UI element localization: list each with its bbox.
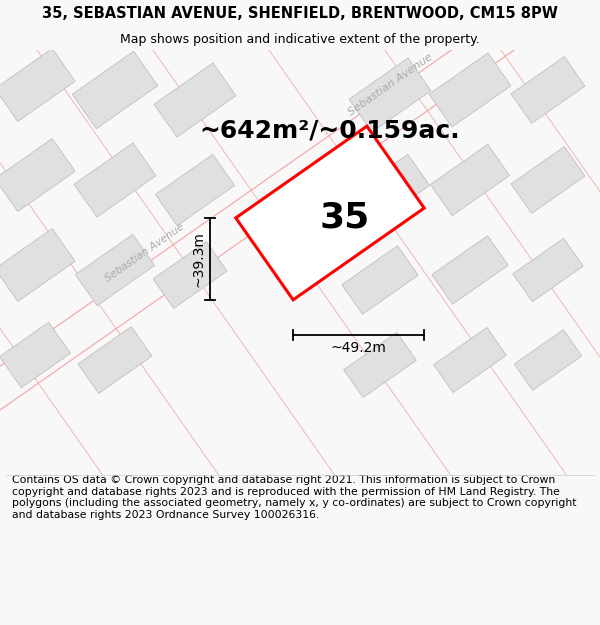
Polygon shape [511, 147, 585, 213]
Polygon shape [0, 139, 75, 211]
Polygon shape [78, 327, 152, 393]
Text: Contains OS data © Crown copyright and database right 2021. This information is : Contains OS data © Crown copyright and d… [12, 475, 577, 520]
Polygon shape [513, 238, 583, 302]
Text: 35: 35 [320, 201, 370, 235]
Polygon shape [155, 154, 235, 226]
Polygon shape [0, 49, 75, 121]
Polygon shape [342, 246, 418, 314]
Text: ~49.2m: ~49.2m [331, 341, 386, 355]
Polygon shape [153, 242, 227, 308]
Text: Sebastian Avenue: Sebastian Avenue [346, 52, 434, 118]
Polygon shape [76, 234, 155, 306]
Polygon shape [344, 332, 416, 398]
Polygon shape [350, 154, 430, 226]
Polygon shape [0, 229, 75, 301]
Polygon shape [430, 144, 509, 216]
Polygon shape [0, 322, 70, 388]
Polygon shape [72, 51, 158, 129]
Polygon shape [511, 57, 585, 123]
Polygon shape [236, 126, 424, 300]
Polygon shape [154, 63, 236, 137]
Polygon shape [74, 143, 156, 217]
Text: 35, SEBASTIAN AVENUE, SHENFIELD, BRENTWOOD, CM15 8PW: 35, SEBASTIAN AVENUE, SHENFIELD, BRENTWO… [42, 6, 558, 21]
Polygon shape [429, 53, 511, 127]
Polygon shape [349, 58, 431, 132]
Text: ~642m²/~0.159ac.: ~642m²/~0.159ac. [200, 118, 460, 142]
Polygon shape [514, 329, 582, 391]
Polygon shape [434, 328, 506, 392]
Text: Sebastian Avenue: Sebastian Avenue [104, 222, 187, 284]
Polygon shape [432, 236, 508, 304]
Text: Map shows position and indicative extent of the property.: Map shows position and indicative extent… [120, 32, 480, 46]
Text: ~39.3m: ~39.3m [191, 231, 205, 287]
